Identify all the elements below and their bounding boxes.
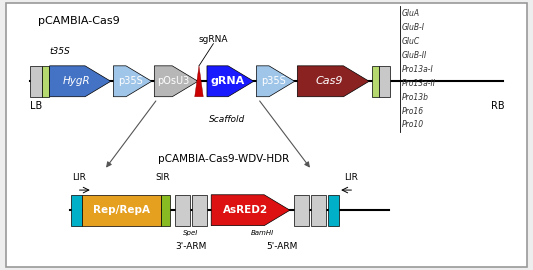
FancyBboxPatch shape: [6, 4, 527, 266]
Polygon shape: [256, 66, 295, 97]
Text: t35S: t35S: [50, 47, 70, 56]
Bar: [161, 195, 170, 226]
Text: GluC: GluC: [402, 37, 421, 46]
Text: pOsU3: pOsU3: [157, 76, 190, 86]
Text: Pro13b: Pro13b: [402, 93, 429, 102]
Text: HygR: HygR: [62, 76, 91, 86]
Polygon shape: [195, 66, 203, 97]
Polygon shape: [211, 195, 290, 226]
Bar: [30, 66, 42, 97]
Bar: [175, 195, 190, 226]
Text: p35S: p35S: [261, 76, 286, 86]
Text: pCAMBIA-Cas9: pCAMBIA-Cas9: [38, 16, 119, 26]
Bar: [294, 195, 309, 226]
Text: Pro13a-II: Pro13a-II: [402, 79, 436, 87]
Text: Pro16: Pro16: [402, 107, 424, 116]
Text: RB: RB: [491, 102, 505, 112]
Text: LB: LB: [30, 102, 42, 112]
Bar: [328, 195, 339, 226]
Text: p35S: p35S: [118, 76, 143, 86]
Text: LIR: LIR: [72, 173, 86, 182]
Text: BamHI: BamHI: [251, 230, 274, 236]
Bar: [71, 195, 82, 226]
Bar: [372, 66, 378, 97]
Text: GluB-I: GluB-I: [402, 23, 425, 32]
Text: SIR: SIR: [156, 173, 170, 182]
Text: Cas9: Cas9: [315, 76, 343, 86]
Text: pCAMBIA-Cas9-WDV-HDR: pCAMBIA-Cas9-WDV-HDR: [158, 154, 289, 164]
Text: 5'-ARM: 5'-ARM: [266, 242, 298, 251]
Bar: [82, 195, 161, 226]
Bar: [192, 195, 207, 226]
Bar: [311, 195, 326, 226]
Bar: [42, 66, 49, 97]
Text: sgRNA: sgRNA: [199, 35, 228, 44]
Text: GluB-II: GluB-II: [402, 51, 427, 60]
Bar: [378, 66, 390, 97]
Polygon shape: [155, 66, 198, 97]
Text: SpeI: SpeI: [183, 230, 199, 236]
Polygon shape: [114, 66, 152, 97]
Text: Pro13a-I: Pro13a-I: [402, 65, 434, 74]
Text: Scaffold: Scaffold: [208, 115, 245, 124]
Text: gRNA: gRNA: [211, 76, 245, 86]
Text: LIR: LIR: [345, 173, 359, 182]
Text: Rep/RepA: Rep/RepA: [93, 205, 150, 215]
Text: GluA: GluA: [402, 9, 420, 18]
Polygon shape: [297, 66, 369, 97]
Text: AsRED2: AsRED2: [223, 205, 269, 215]
Text: Pro10: Pro10: [402, 120, 424, 130]
Polygon shape: [207, 66, 254, 97]
Polygon shape: [50, 66, 111, 97]
Text: 3'-ARM: 3'-ARM: [175, 242, 207, 251]
